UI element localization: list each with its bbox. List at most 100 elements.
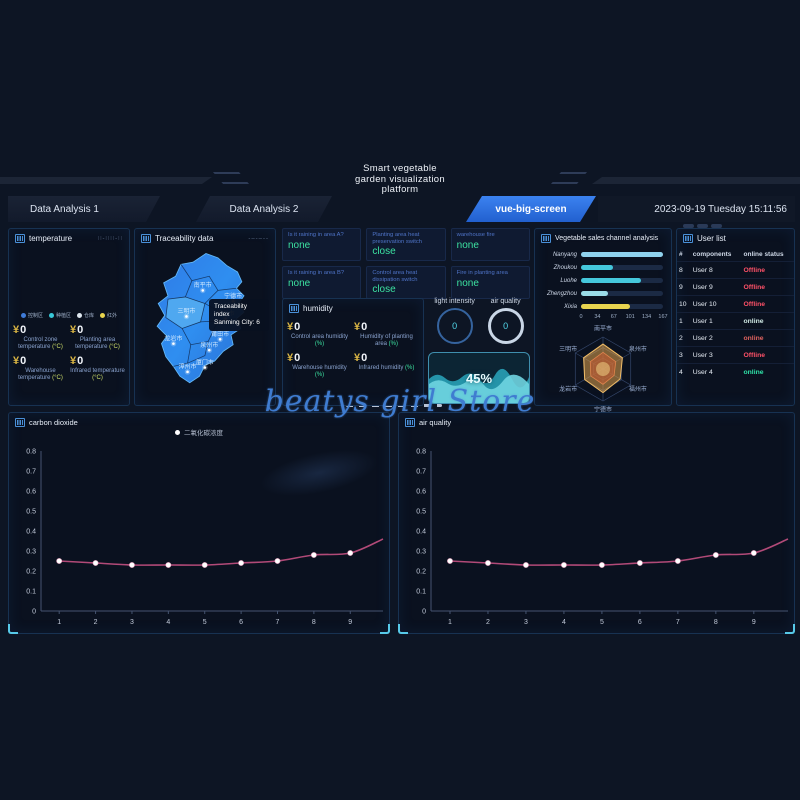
traceability-panel: Traceability data -‒-‒--: [134, 228, 276, 406]
map-region-sanming[interactable]: [165, 296, 206, 329]
label-text: Warehouse humidity: [292, 365, 347, 371]
light-intensity-label: light intensity: [434, 298, 475, 305]
legend-item-红外[interactable]: 红外: [100, 312, 117, 319]
legend-item-种植区[interactable]: 种植区: [48, 312, 71, 319]
status-card-value: none: [456, 239, 479, 251]
radar-center-glow: [596, 362, 610, 376]
header-decor-bar-right: [592, 177, 800, 184]
yen-icon: ¥: [13, 355, 20, 367]
city-dot: [218, 337, 222, 341]
list-icon: [541, 234, 551, 243]
traceability-panel-title: Traceability data: [155, 234, 214, 243]
label-unit: (%): [314, 372, 325, 378]
label-unit: (%): [314, 341, 325, 347]
tab-bar: Data Analysis 1 Data Analysis 2 vue-big-…: [0, 196, 800, 407]
sales-bar-fill: [581, 265, 613, 270]
x-tick-label: 9: [752, 619, 756, 626]
user-row[interactable]: 4 User 4 online: [677, 363, 794, 380]
data-point: [561, 562, 567, 568]
data-point: [274, 558, 281, 564]
user-id: 9: [677, 278, 691, 296]
air-quality-ring: 0: [487, 308, 524, 344]
user-row[interactable]: 8 User 8 Offline: [677, 261, 794, 279]
gauges-row: light intensity 0 air quality 0: [428, 298, 530, 344]
humidity-panel-title: humidity: [303, 304, 333, 313]
light-intensity-gauge: light intensity 0: [434, 298, 475, 344]
humidity-stat-number: 0: [294, 352, 301, 364]
tab-data-analysis-2[interactable]: Data Analysis 2: [196, 196, 332, 222]
humidity-stats: ¥0 Control area humidity (%) ¥0 Humidity of…: [283, 316, 423, 384]
status-card: Control area heat dissipation switch clos…: [366, 266, 446, 299]
status-card: Fire in planting area none: [450, 266, 530, 299]
sales-bar-label: Zhoukou: [553, 264, 577, 271]
yen-icon: ¥: [287, 321, 294, 333]
pill-tab[interactable]: [697, 224, 708, 228]
data-point: [310, 552, 317, 558]
label-unit: (%): [405, 365, 415, 371]
users-icon: [683, 234, 693, 243]
co2-panel-title: carbon dioxide: [29, 418, 78, 427]
user-row[interactable]: 1 User 1 online: [677, 312, 794, 330]
user-row[interactable]: 9 User 9 Offline: [677, 278, 794, 296]
status-card-value: none: [288, 239, 311, 251]
label-unit: (%): [388, 341, 399, 347]
corner-accent: [398, 624, 408, 634]
user-name: User 10: [690, 295, 742, 313]
user-status: Offline: [741, 278, 794, 296]
y-tick-label: 0.8: [26, 449, 36, 456]
sales-bar-row: Luohe: [541, 274, 663, 287]
y-tick-label: 0.5: [416, 509, 426, 516]
temperature-stat-number: 0: [20, 324, 27, 336]
pill-tab[interactable]: [683, 224, 694, 228]
y-tick-label: 0.6: [416, 489, 426, 496]
humidity-stat: ¥0 Control area humidity (%): [287, 321, 352, 348]
label-text: Control area humidity: [290, 334, 349, 340]
legend-item-控制区[interactable]: 控制区: [20, 312, 43, 319]
pill-tab[interactable]: [711, 224, 722, 228]
status-card-label: Fire in planting area: [456, 270, 508, 276]
light-intensity-ring: 0: [436, 308, 473, 344]
tab-vue-big-screen[interactable]: vue-big-screen: [466, 196, 596, 222]
header-decor-bar-left: [0, 177, 212, 184]
x-tick-label: 8: [312, 619, 316, 626]
city-dot: [172, 342, 175, 345]
col-components: components: [692, 251, 732, 258]
line-series: [59, 538, 384, 566]
data-point: [750, 550, 757, 556]
user-row[interactable]: 2 User 2 online: [677, 329, 794, 347]
air-line-chart: 0 0.1 0.2 0.3 0.4 0.5 0.6 0.7 0.8 1 2 3 4 5 6 7 8 9: [416, 449, 789, 626]
label-text: Humidity of planting area: [360, 334, 413, 347]
user-row[interactable]: 3 User 3 Offline: [677, 346, 794, 364]
legend-item-仓库[interactable]: 仓库: [77, 312, 94, 319]
status-card-label: Is it raining in area A?: [288, 232, 344, 238]
user-status: online: [741, 312, 794, 330]
air-quality-value: 0: [503, 321, 509, 331]
temperature-stat: ¥0 Control zone temperature (°C): [13, 324, 68, 351]
page-title-line1: Smart vegetable: [363, 163, 437, 174]
co2-legend[interactable]: 二氧化碳浓度: [9, 427, 389, 437]
temperature-panel-header: temperature ∷-∷∷-∷: [9, 229, 129, 246]
tab-data-analysis-1[interactable]: Data Analysis 1: [8, 196, 160, 222]
sales-bar-track: [581, 265, 663, 270]
y-tick-label: 0.5: [26, 509, 36, 516]
legend-label: 种植区: [55, 313, 71, 319]
sales-bar-track: [581, 278, 663, 283]
humidity-stat-value: ¥0: [354, 321, 419, 333]
user-row[interactable]: 10 User 10 Offline: [677, 295, 794, 313]
panel-tab-pills: [683, 224, 722, 228]
sales-bar-track: [581, 252, 663, 257]
y-tick-label: 0.4: [26, 529, 36, 536]
radar-axis-label: 龙岩市: [559, 385, 577, 393]
datetime-display: 2023-09-19 Tuesday 15:11:56: [598, 196, 795, 222]
col-online-status: online status: [743, 251, 784, 258]
map-tooltip: Traceability index Sanming City: 6: [209, 299, 269, 331]
user-list-header: User list: [677, 229, 794, 246]
humidity-stat-label: Control area humidity (%): [287, 334, 352, 348]
y-tick-label: 0.7: [26, 469, 36, 476]
humidity-stat: ¥0 Warehouse humidity (%): [287, 352, 352, 379]
label-text: Planting area temperature: [75, 337, 116, 350]
data-point: [129, 562, 135, 568]
user-id: 10: [677, 295, 691, 313]
legend-dot-icon: [77, 313, 82, 318]
